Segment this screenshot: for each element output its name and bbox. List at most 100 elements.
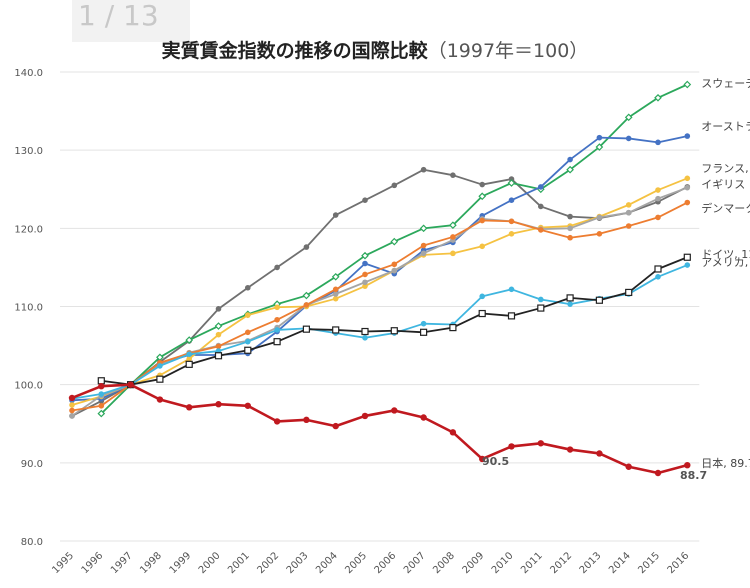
- data-point: [684, 262, 691, 268]
- data-point: [538, 203, 544, 210]
- data-point: [69, 402, 75, 408]
- data-point: [684, 461, 691, 469]
- series-group: [68, 80, 692, 477]
- data-point: [479, 293, 486, 300]
- data-point: [508, 176, 515, 182]
- data-point: [538, 296, 544, 303]
- series-line: [71, 264, 688, 400]
- y-tick-label: 140.0: [14, 68, 43, 79]
- data-point: [215, 343, 222, 350]
- data-point: [479, 181, 486, 188]
- x-tick-label: 2007: [402, 550, 428, 576]
- x-tick-label: 2000: [197, 550, 223, 576]
- data-point: [655, 195, 661, 202]
- data-point: [245, 329, 251, 336]
- data-point: [215, 331, 222, 338]
- data-point: [274, 327, 280, 333]
- series-label: 日本, 89.7: [701, 456, 750, 470]
- chart-title: 実質賃金指数の推移の国際比較（1997年＝100）: [0, 36, 750, 63]
- series-label: オーストラ: [701, 120, 750, 133]
- x-tick-label: 2009: [461, 550, 487, 576]
- x-tick-label: 2010: [490, 550, 516, 576]
- series-フランス: [69, 175, 691, 408]
- y-tick-label: 110.0: [14, 303, 43, 314]
- data-point: [244, 402, 251, 409]
- data-point: [596, 231, 603, 237]
- data-point: [361, 327, 369, 336]
- data-point: [97, 377, 105, 385]
- data-point: [214, 352, 223, 360]
- data-point: [98, 383, 105, 390]
- data-point: [654, 469, 662, 477]
- data-point: [245, 312, 251, 318]
- data-point: [507, 312, 516, 320]
- data-point: [391, 261, 398, 268]
- x-tick-label: 1997: [109, 550, 135, 576]
- data-point: [450, 172, 456, 178]
- data-point: [274, 304, 280, 311]
- y-axis: 80.0 90.0 100.0 110.0 120.0 130.0 140.0: [14, 68, 43, 548]
- data-point: [332, 291, 339, 297]
- grid: [60, 71, 700, 542]
- data-point: [274, 316, 280, 323]
- data-point: [127, 381, 134, 388]
- data-point: [655, 273, 661, 280]
- data-point: [507, 179, 516, 187]
- x-tick-label: 2014: [607, 550, 633, 576]
- series-日本: [68, 381, 691, 477]
- data-point: [98, 391, 105, 397]
- data-point: [97, 409, 106, 418]
- data-point: [567, 301, 573, 307]
- data-point: [567, 156, 573, 163]
- data-point: [420, 166, 427, 173]
- data-point: [625, 135, 632, 142]
- series-デンマーク: [69, 199, 691, 414]
- data-point: [302, 325, 310, 333]
- data-point: [69, 413, 75, 419]
- x-tick-label: 1995: [50, 550, 76, 576]
- data-point: [449, 324, 457, 332]
- data-point: [508, 197, 515, 203]
- data-point: [362, 283, 368, 289]
- data-point: [303, 244, 310, 250]
- data-point: [537, 440, 544, 447]
- data-point: [596, 450, 603, 457]
- data-point: [245, 284, 251, 291]
- x-tick-label: 2013: [578, 550, 604, 576]
- data-point: [655, 187, 661, 193]
- x-tick-label: 2006: [373, 550, 399, 576]
- data-point: [214, 322, 223, 330]
- data-point: [567, 234, 573, 241]
- data-label: 88.7: [680, 469, 707, 482]
- data-point: [478, 309, 486, 318]
- series-line: [71, 177, 688, 406]
- data-point: [362, 197, 368, 203]
- series-line: [71, 168, 688, 417]
- data-point: [420, 242, 427, 249]
- data-point: [595, 296, 604, 304]
- x-tick-label: 2004: [314, 550, 340, 576]
- series-label: フランス, 1: [701, 162, 750, 175]
- data-point: [332, 212, 339, 218]
- x-tick-label: 2016: [666, 550, 692, 576]
- data-point: [684, 175, 691, 182]
- data-point: [361, 251, 369, 260]
- x-tick-label: 1998: [138, 550, 164, 576]
- data-point: [362, 271, 368, 278]
- data-point: [538, 184, 544, 190]
- y-tick-label: 90.0: [21, 459, 43, 470]
- data-point: [538, 227, 544, 233]
- series-label: デンマーク: [701, 201, 750, 215]
- data-point: [625, 209, 632, 216]
- data-point: [332, 422, 339, 430]
- data-point: [479, 455, 486, 463]
- series-ドイツ: [97, 253, 691, 389]
- data-point: [185, 336, 194, 344]
- data-point: [596, 214, 603, 221]
- data-point: [450, 234, 456, 240]
- data-point: [596, 134, 603, 141]
- chart-title-main: 実質賃金指数の推移の国際比較: [161, 40, 428, 62]
- data-point: [537, 304, 545, 312]
- data-point: [420, 328, 428, 336]
